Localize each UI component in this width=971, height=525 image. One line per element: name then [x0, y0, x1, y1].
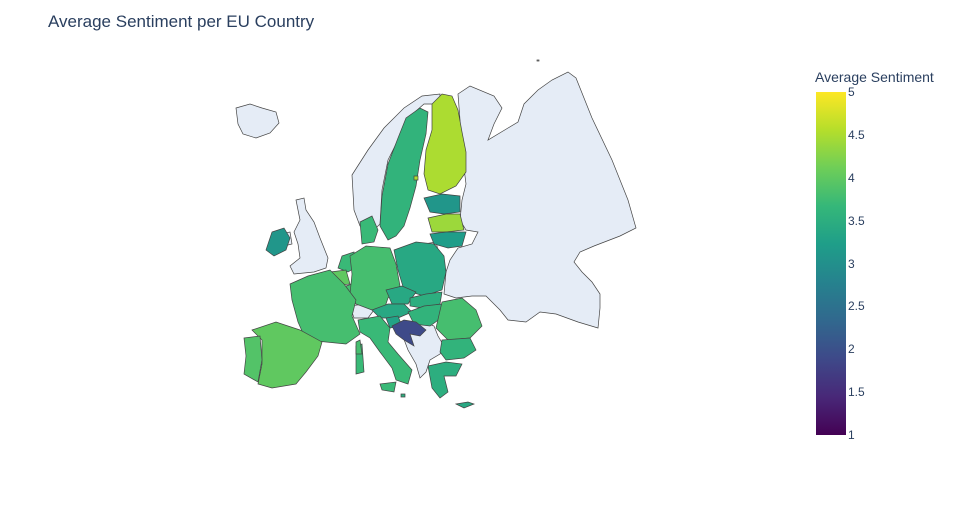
country-svalbard	[536, 59, 540, 62]
colorbar-tick-label: 1.5	[848, 385, 865, 400]
country-greece	[427, 361, 463, 399]
country-aland	[413, 175, 419, 181]
colorbar	[816, 92, 846, 435]
colorbar-tick-label: 5	[848, 85, 855, 99]
country-poland	[393, 241, 447, 297]
colorbar-tick-label: 2	[848, 342, 855, 357]
country-russia-belarus-ukraine	[443, 71, 637, 329]
country-ireland	[265, 227, 291, 257]
eu-countries	[243, 93, 483, 409]
colorbar-tick-label: 2.5	[848, 299, 865, 314]
country-sicily	[379, 381, 397, 393]
colorbar-tick-label: 4.5	[848, 127, 865, 142]
country-malta	[400, 393, 406, 398]
country-latvia	[427, 213, 465, 233]
country-romania	[435, 297, 483, 341]
country-portugal	[243, 335, 263, 383]
country-great-britain	[289, 197, 329, 275]
country-estonia	[423, 193, 461, 215]
country-sweden	[379, 107, 429, 241]
country-finland	[423, 93, 467, 195]
country-france	[289, 269, 361, 345]
colorbar-tick-label: 3.5	[848, 213, 865, 228]
colorbar-tick-label: 1	[848, 428, 855, 442]
chart-title: Average Sentiment per EU Country	[48, 12, 315, 31]
country-bulgaria	[439, 337, 477, 361]
country-italy	[357, 315, 413, 385]
colorbar-title: Average Sentiment	[815, 69, 934, 85]
country-cyprus	[454, 401, 476, 409]
country-denmark	[359, 215, 379, 245]
country-corsica	[355, 339, 363, 355]
colorbar-tick-label: 3	[848, 256, 855, 271]
colorbar-tick-label: 4	[848, 170, 855, 185]
country-croatia	[391, 319, 427, 347]
country-iceland	[235, 103, 280, 139]
